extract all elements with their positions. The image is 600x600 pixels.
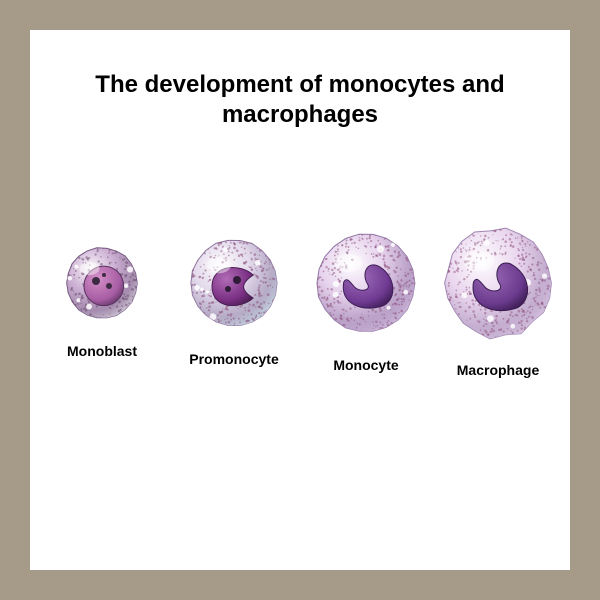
diagram-canvas: The development of monocytes and macroph… bbox=[30, 30, 570, 570]
cell-label: Promonocyte bbox=[189, 351, 278, 367]
cell-label: Monocyte bbox=[333, 357, 398, 373]
cell-monoblast-icon bbox=[60, 241, 144, 325]
cell-promonocyte: Promonocyte bbox=[174, 233, 294, 367]
cell-macrophage-icon bbox=[437, 222, 559, 344]
cell-macrophage: Macrophage bbox=[438, 222, 558, 378]
cell-label: Monoblast bbox=[67, 343, 137, 359]
cell-promonocyte-icon bbox=[184, 233, 284, 333]
cell-monoblast: Monoblast bbox=[42, 241, 162, 359]
cell-monocyte: Monocyte bbox=[306, 227, 426, 373]
cell-label: Macrophage bbox=[457, 362, 539, 378]
cells-row: MonoblastPromonocyteMonocyteMacrophage bbox=[30, 230, 570, 370]
page-title: The development of monocytes and macroph… bbox=[30, 70, 570, 130]
cell-monocyte-icon bbox=[310, 227, 422, 339]
